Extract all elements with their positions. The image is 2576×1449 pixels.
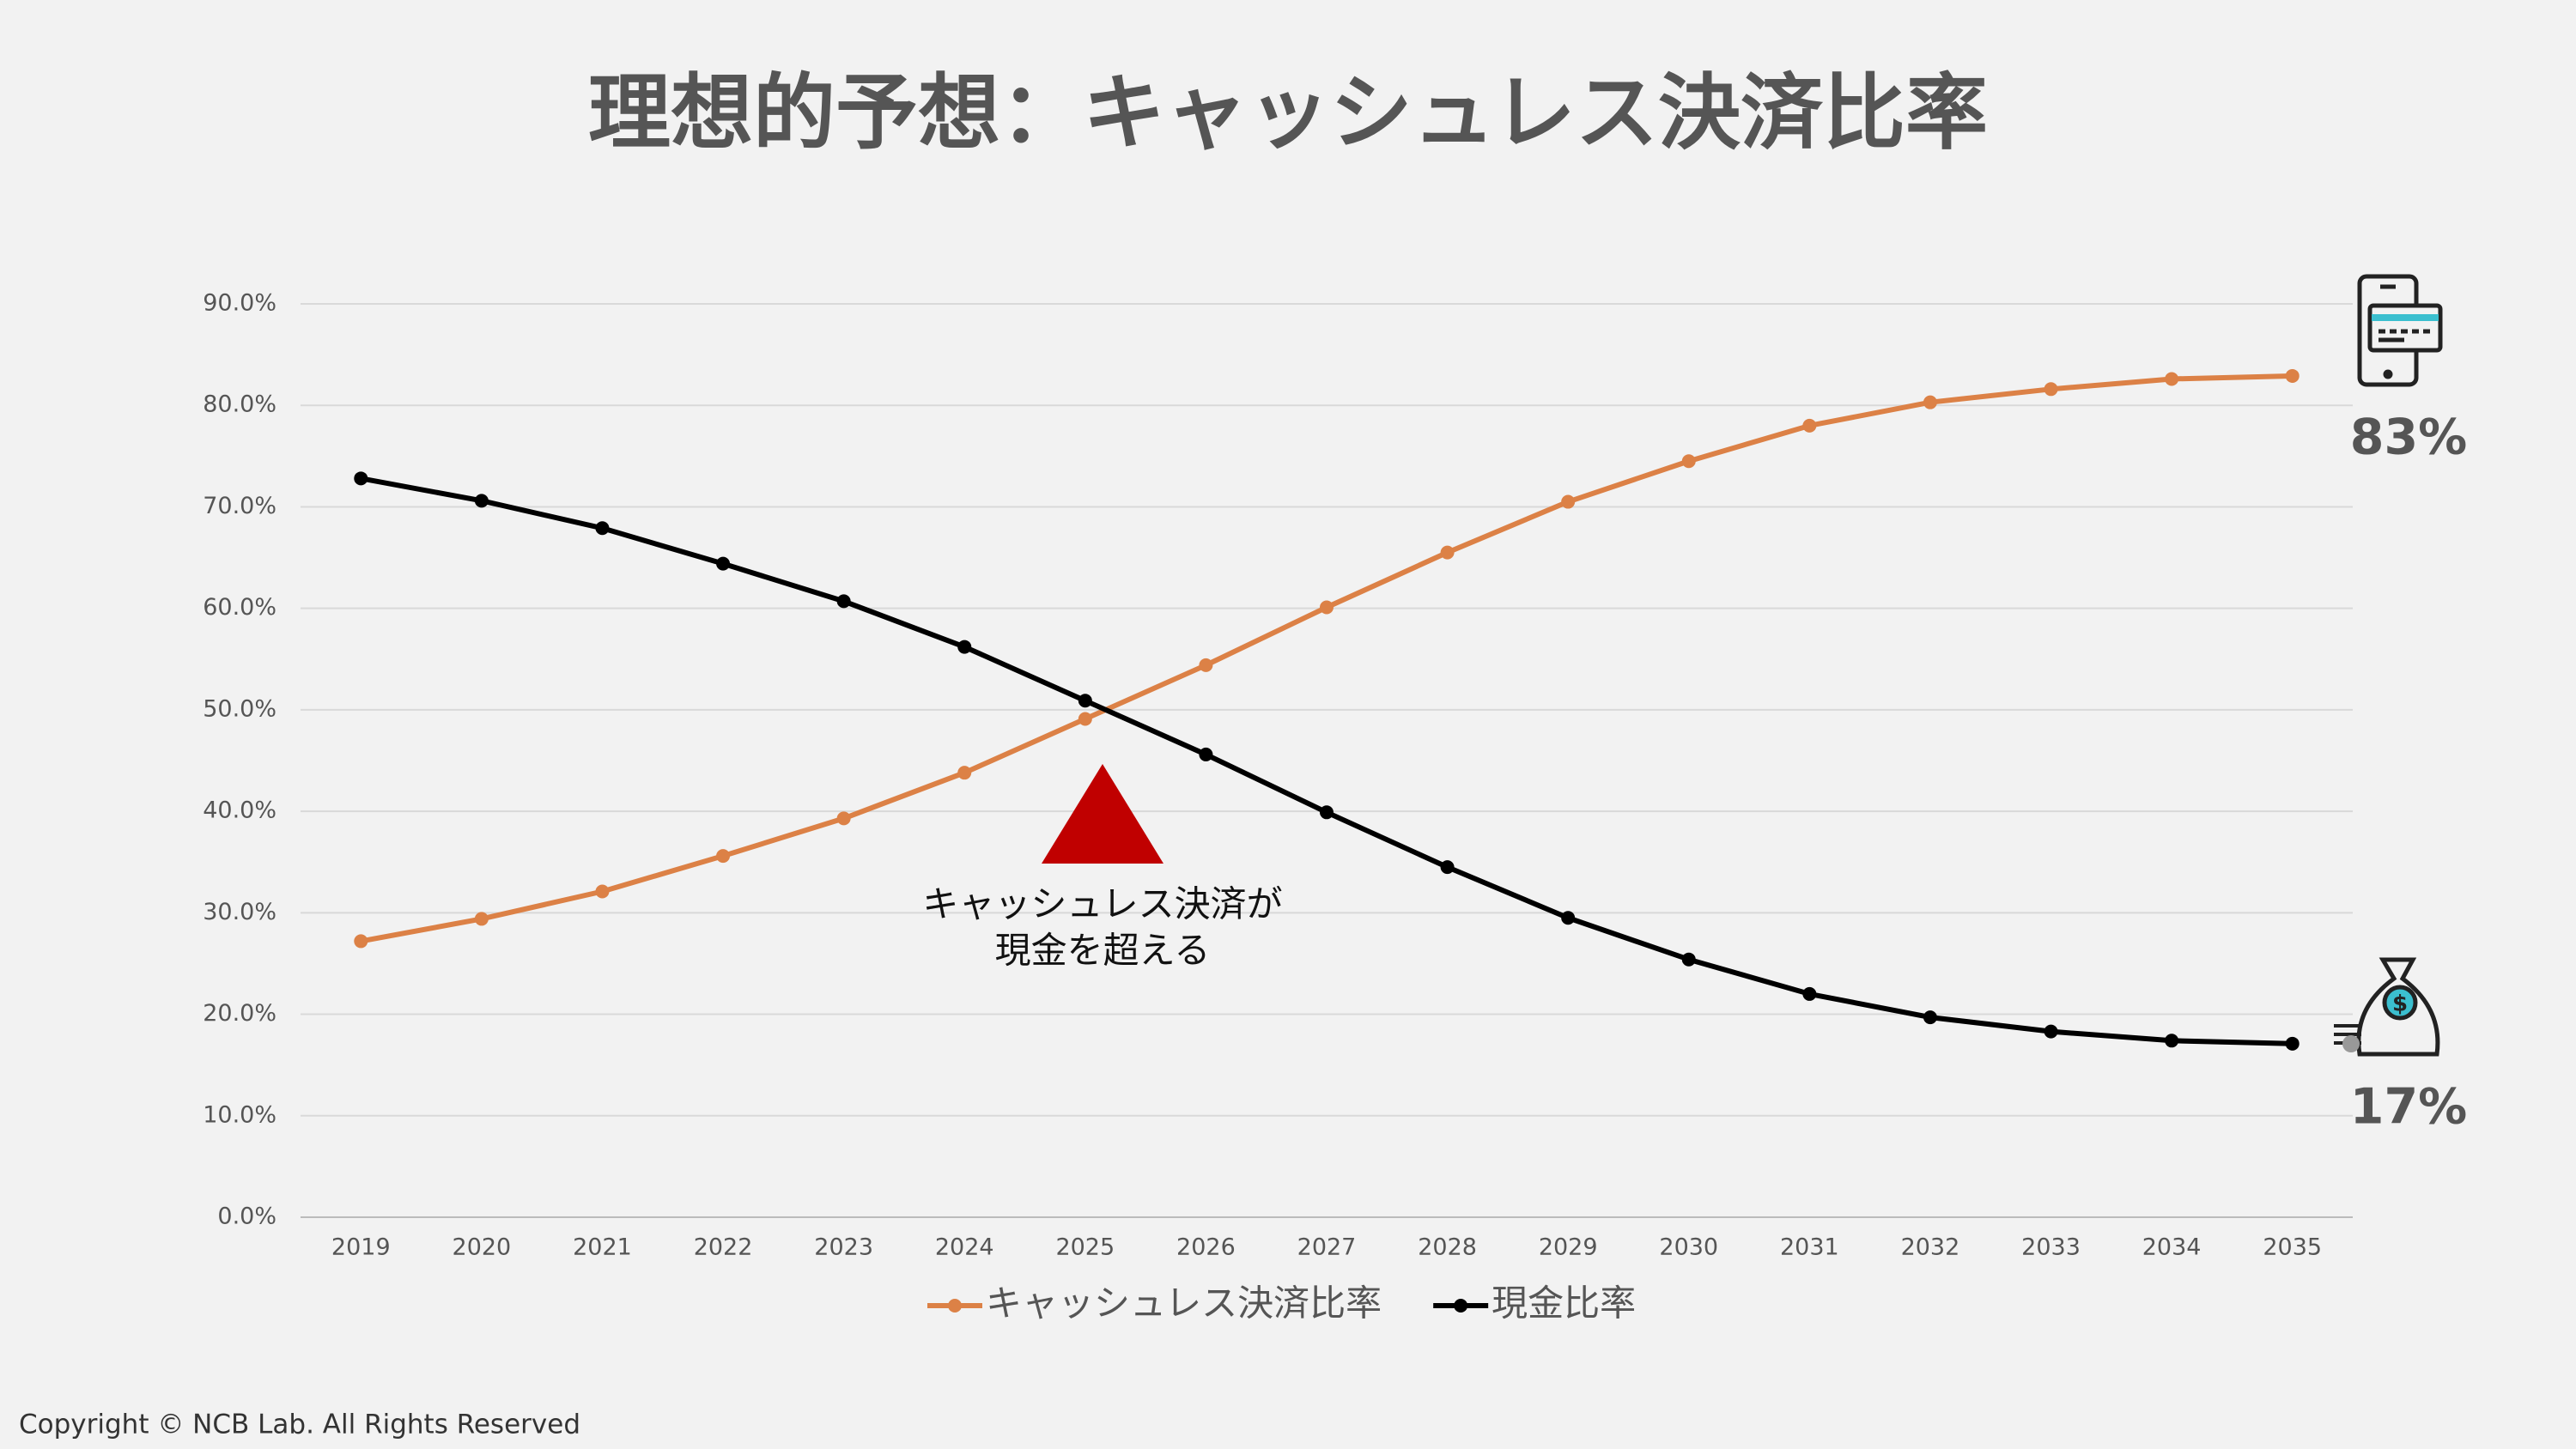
x-tick-label: 2032 xyxy=(1901,1234,1960,1261)
point xyxy=(1078,712,1092,726)
point xyxy=(1561,911,1576,925)
x-tick-label: 2021 xyxy=(573,1234,632,1261)
point xyxy=(1440,545,1455,560)
legend-swatch xyxy=(948,1299,962,1313)
legend-label: キャッシュレス決済比率 xyxy=(986,1282,1382,1325)
point xyxy=(957,766,972,780)
end-label: 17% xyxy=(2350,1079,2467,1136)
y-tick-label: 50.0% xyxy=(203,695,276,722)
point xyxy=(2044,1024,2058,1039)
point xyxy=(1802,986,1817,1001)
point xyxy=(354,471,368,486)
point xyxy=(1320,805,1334,820)
legend-label: 現金比率 xyxy=(1492,1282,1636,1325)
y-tick-label: 10.0% xyxy=(203,1101,276,1128)
x-tick-label: 2020 xyxy=(453,1234,512,1261)
phone-icon xyxy=(2357,274,2443,387)
end-label: 83% xyxy=(2350,409,2467,466)
point xyxy=(1199,747,1213,761)
moneybag-icon: $ xyxy=(2334,957,2440,1057)
point xyxy=(836,594,851,609)
point xyxy=(2285,368,2300,383)
point xyxy=(716,556,731,571)
y-tick-label: 40.0% xyxy=(203,797,276,824)
point xyxy=(2285,1036,2300,1051)
legend-swatch xyxy=(1454,1299,1468,1313)
y-tick-label: 80.0% xyxy=(203,391,276,418)
x-tick-label: 2031 xyxy=(1780,1234,1839,1261)
x-tick-label: 2022 xyxy=(694,1234,753,1261)
x-tick-label: 2033 xyxy=(2021,1234,2081,1261)
point xyxy=(1923,395,1937,409)
x-tick-label: 2029 xyxy=(1539,1234,1598,1261)
annotation: 現金を超える xyxy=(995,930,1211,972)
point xyxy=(1681,454,1696,469)
point xyxy=(836,811,851,826)
y-tick-label: 70.0% xyxy=(203,493,276,519)
annotation: キャッシュレス決済が xyxy=(922,883,1282,925)
point xyxy=(1681,952,1696,967)
x-tick-label: 2035 xyxy=(2263,1234,2322,1261)
x-tick-label: 2024 xyxy=(935,1234,994,1261)
point xyxy=(354,934,368,949)
point xyxy=(2165,1034,2179,1048)
plot: 0.0% 10.0% 20.0% 30.0% 40.0% 50.0% 60.0% 70.0% 8… xyxy=(203,290,2353,1325)
y-tick-label: 90.0% xyxy=(203,290,276,317)
point xyxy=(474,494,489,508)
y-tick-label: 60.0% xyxy=(203,594,276,621)
point xyxy=(474,912,489,926)
point xyxy=(957,640,972,654)
x-tick-label: 2025 xyxy=(1055,1234,1115,1261)
point xyxy=(595,521,610,536)
x-tick-label: 2034 xyxy=(2142,1234,2202,1261)
point xyxy=(1802,418,1817,433)
copyright: Copyright © NCB Lab. All Rights Reserved xyxy=(19,1410,580,1440)
x-tick-label: 2026 xyxy=(1176,1234,1236,1261)
x-tick-label: 2028 xyxy=(1418,1234,1477,1261)
svg-text:$: $ xyxy=(2392,991,2408,1017)
point xyxy=(1923,1010,1937,1025)
point xyxy=(2165,372,2179,386)
point xyxy=(1320,600,1334,615)
point xyxy=(716,849,731,864)
y-tick-label: 0.0% xyxy=(217,1203,276,1230)
point xyxy=(1440,860,1455,875)
y-tick-label: 30.0% xyxy=(203,899,276,925)
chart-title: 理想的予想：キャッシュレス決済比率 xyxy=(588,64,1988,161)
point xyxy=(1199,658,1213,672)
arrow-triangle xyxy=(1042,764,1163,864)
point xyxy=(1561,494,1576,509)
point xyxy=(1078,694,1092,708)
y-tick-label: 20.0% xyxy=(203,1000,276,1027)
point xyxy=(595,884,610,899)
x-tick-label: 2023 xyxy=(814,1234,873,1261)
x-tick-label: 2027 xyxy=(1297,1234,1357,1261)
point xyxy=(2044,382,2058,397)
x-tick-label: 2030 xyxy=(1659,1234,1718,1261)
x-tick-label: 2019 xyxy=(331,1234,391,1261)
